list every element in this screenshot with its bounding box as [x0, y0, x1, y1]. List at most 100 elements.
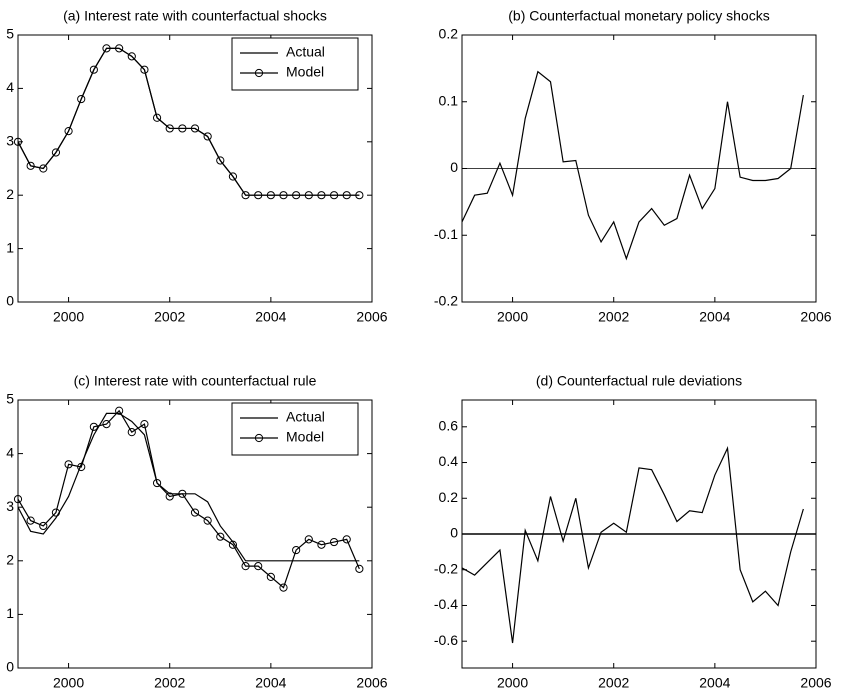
series-marker	[190, 508, 200, 517]
legend-box	[231, 37, 359, 91]
series-marker	[178, 124, 187, 133]
series-marker	[228, 172, 238, 181]
y-tick-label: 1	[6, 605, 14, 621]
series-marker	[317, 540, 326, 549]
legend-marker	[254, 433, 264, 443]
series-marker	[51, 148, 61, 157]
legend-marker	[254, 68, 264, 78]
series-line	[461, 70, 804, 261]
legend-label: Model	[286, 429, 324, 445]
series-marker	[279, 583, 288, 592]
series-marker	[203, 132, 212, 141]
y-tick-label: -0.4	[434, 596, 458, 612]
series-marker	[77, 462, 86, 472]
y-tick-label: 3	[6, 133, 14, 149]
y-tick-label: 0.6	[439, 418, 459, 434]
series-marker	[77, 94, 86, 104]
series-marker	[342, 191, 351, 200]
series-marker	[228, 540, 238, 549]
y-tick-label: 5	[6, 26, 14, 42]
series-marker	[178, 489, 187, 498]
y-tick-label: 0	[6, 293, 14, 309]
legend-label: Actual	[286, 44, 325, 60]
x-tick-label: 2000	[53, 309, 84, 325]
series-marker	[140, 420, 149, 429]
x-tick-label: 2004	[699, 309, 730, 325]
y-tick-label: 0	[450, 159, 458, 175]
series-marker	[203, 516, 212, 525]
series-marker	[51, 508, 61, 517]
series-line	[461, 446, 804, 644]
legend-label: Actual	[286, 409, 325, 425]
y-tick-label: 4	[6, 79, 14, 95]
series-marker	[216, 532, 225, 541]
panel-title: (a) Interest rate with counterfactual sh…	[63, 8, 327, 24]
y-tick-label: 3	[6, 498, 14, 514]
series-marker	[342, 535, 351, 544]
series-marker	[26, 161, 35, 170]
y-tick-label: 5	[6, 391, 14, 407]
axes-frame	[17, 399, 373, 669]
x-tick-label: 2006	[356, 675, 387, 691]
y-tick-label: 0.1	[439, 92, 459, 108]
y-tick-label: 0	[6, 659, 14, 675]
series-marker	[127, 428, 136, 437]
y-tick-label: 0.4	[439, 453, 459, 469]
x-tick-label: 2004	[255, 309, 286, 325]
axes-frame	[461, 34, 817, 303]
x-tick-label: 2002	[154, 309, 185, 325]
series-marker	[115, 406, 124, 415]
series-line	[17, 412, 360, 562]
series-marker	[292, 545, 301, 555]
series-marker	[241, 191, 250, 200]
y-tick-label: -0.2	[434, 293, 458, 309]
series-marker	[89, 422, 98, 431]
legend-box	[231, 402, 359, 456]
series-marker	[64, 127, 73, 136]
series-marker	[304, 535, 313, 544]
series-marker	[254, 191, 263, 200]
y-tick-label: 0.2	[439, 489, 459, 505]
y-tick-label: 2	[6, 552, 14, 568]
series-marker	[329, 537, 339, 547]
series-marker	[64, 460, 73, 469]
axes-frame	[461, 399, 817, 669]
x-tick-label: 2000	[53, 675, 84, 691]
series-marker	[115, 44, 124, 53]
series-marker	[89, 65, 98, 74]
series-marker	[165, 492, 174, 501]
x-tick-label: 2006	[800, 309, 831, 325]
y-tick-label: 0.2	[439, 26, 459, 42]
x-tick-label: 2002	[598, 309, 629, 325]
x-tick-label: 2006	[800, 675, 831, 691]
x-tick-label: 2002	[154, 675, 185, 691]
panel-title: (d) Counterfactual rule deviations	[536, 373, 742, 389]
series-marker	[140, 65, 149, 74]
series-marker	[26, 516, 35, 525]
x-tick-label: 2004	[699, 675, 730, 691]
y-tick-label: 2	[6, 186, 14, 202]
series-marker	[304, 191, 313, 200]
series-marker	[266, 572, 275, 581]
x-tick-label: 2000	[497, 309, 528, 325]
series-marker	[317, 191, 326, 200]
series-marker	[266, 191, 275, 200]
panel-title: (b) Counterfactual monetary policy shock…	[508, 8, 769, 24]
series-marker	[190, 124, 200, 133]
x-tick-label: 2004	[255, 675, 286, 691]
series-marker	[279, 191, 288, 200]
series-marker	[165, 124, 174, 133]
series-marker	[152, 478, 162, 488]
legend-label: Model	[286, 64, 324, 80]
series-marker	[216, 156, 225, 165]
y-tick-label: -0.2	[434, 560, 458, 576]
axes-frame	[17, 34, 373, 303]
series-marker	[152, 113, 162, 122]
series-marker	[39, 164, 48, 173]
series-marker	[241, 562, 250, 571]
y-tick-label: 1	[6, 239, 14, 255]
panel-title: (c) Interest rate with counterfactual ru…	[74, 373, 317, 389]
x-tick-label: 2002	[598, 675, 629, 691]
series-marker	[127, 52, 136, 61]
